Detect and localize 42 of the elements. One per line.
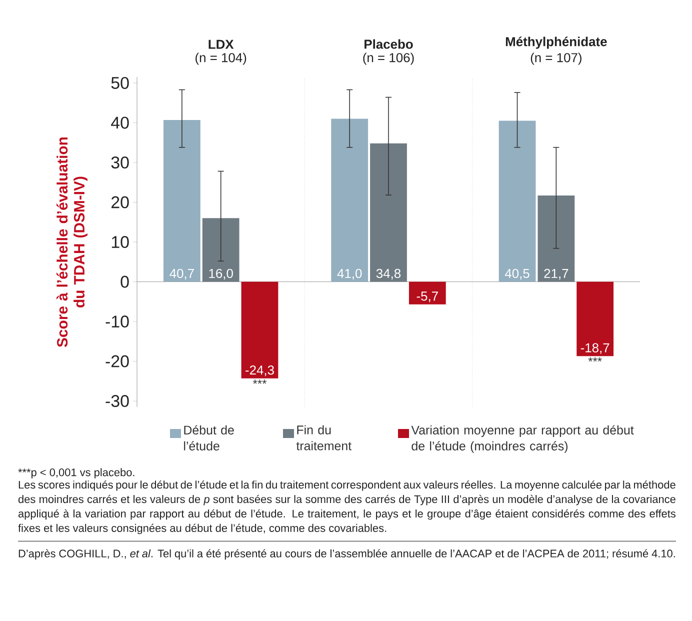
data-label: 34,8 [376, 268, 401, 280]
data-label: 21,7 [544, 268, 568, 280]
legend-label: Variation moyenne par rapport au début de l’étude (moindres carrés) [411, 425, 634, 453]
text: (n = 107) [530, 52, 582, 65]
y-tick-label: -20 [106, 355, 129, 368]
bar [370, 143, 407, 282]
data-label: 40,7 [170, 268, 194, 280]
y-axis-title: Score à l’échelle d’évaluation du TDAH (DSM-IV) [56, 137, 88, 348]
x-tick-label: LDX [208, 40, 234, 49]
bar [408, 282, 446, 304]
data-label: 16,0 [209, 268, 233, 280]
annotation: *** [252, 380, 267, 384]
x-tick-label: Placebo [364, 39, 413, 49]
y-tick-label: 50 [111, 76, 129, 89]
bar [538, 195, 575, 282]
bar [241, 282, 278, 378]
y-tick-label: 10 [112, 236, 129, 248]
text: Les scores indiqués pour le début de l’étude et la fin du traitement correspondent aux valeurs réelles. La moyenne calculée par la méthode des moindres carrés et les valeurs de p sont basées sur la somme des carrés de Type III d’après un modèle d’analyse de la covariance appliqué à la variation par rapport au début de l’étude. Le traitement, le pays et le groupe d’âge étaient considérés comme des effets fixes et les valeurs consignées au début de l’étude, comme des covariables. [18, 480, 676, 534]
annotation: *** [588, 357, 602, 362]
legend-label: Début de l’étude [184, 425, 234, 450]
data-label: -18,7 [580, 343, 610, 354]
legend-label: Fin du traitement [296, 425, 352, 450]
text: ***p < 0,001 vs placebo. [18, 468, 134, 478]
data-label: 40,5 [504, 268, 530, 280]
text: (n = 104) [196, 52, 246, 65]
y-tick-label: 20 [112, 196, 129, 208]
bar [576, 282, 614, 356]
y-tick-label: -10 [106, 316, 129, 328]
bar [202, 218, 240, 282]
data-label: 41,0 [337, 268, 362, 280]
y-tick-label: -30 [106, 395, 129, 408]
bar [163, 120, 200, 282]
y-tick-label: 0 [120, 276, 129, 288]
data-label: -24,3 [246, 365, 274, 376]
x-tick-label: Méthylphénidate [506, 36, 607, 49]
bar [331, 118, 368, 282]
data-label: -5,7 [416, 292, 438, 302]
text: D’après COGHILL, D., et al. Tel qu’il a été présenté au cours de l’assemblée annuelle de l’AACAP et de l’ACPEA de 2011; résumé 4.10. [18, 549, 675, 560]
y-tick-label: 30 [111, 156, 129, 168]
text: (n = 106) [363, 52, 414, 65]
bar [498, 120, 536, 282]
y-tick-label: 40 [111, 116, 129, 129]
